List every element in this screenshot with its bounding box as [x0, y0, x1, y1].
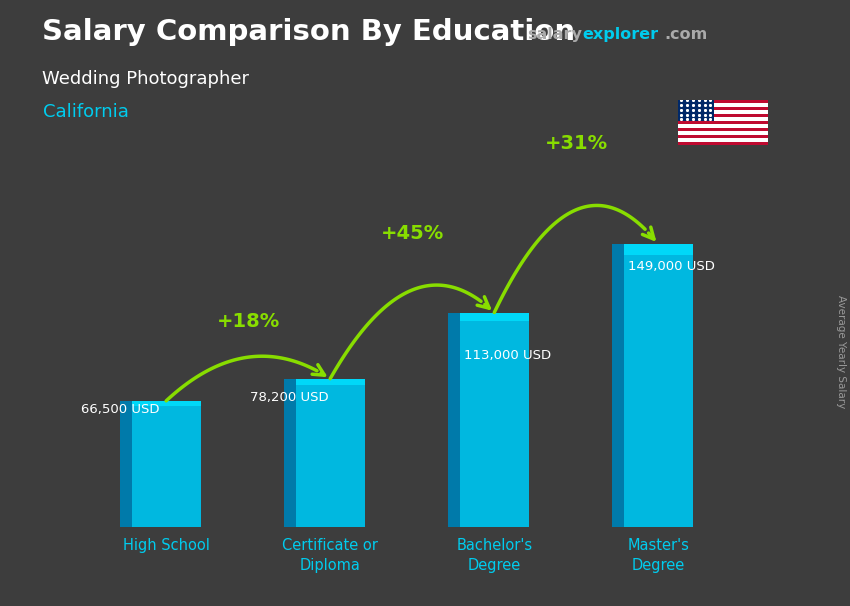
Bar [678, 118, 768, 121]
Bar [678, 114, 768, 118]
Text: Average Yearly Salary: Average Yearly Salary [836, 295, 846, 408]
Bar [678, 138, 768, 142]
Bar [624, 244, 693, 527]
Text: 113,000 USD: 113,000 USD [464, 349, 551, 362]
Bar [678, 104, 768, 107]
Bar [132, 401, 201, 406]
Text: 66,500 USD: 66,500 USD [81, 403, 160, 416]
Text: 78,200 USD: 78,200 USD [250, 391, 328, 404]
Bar [678, 110, 768, 114]
Text: Salary Comparison By Education: Salary Comparison By Education [42, 18, 575, 46]
Polygon shape [284, 379, 296, 527]
Bar [678, 121, 768, 124]
Polygon shape [448, 313, 460, 527]
Bar [678, 107, 768, 110]
Bar [678, 100, 714, 121]
Bar [678, 124, 768, 128]
Text: salary: salary [527, 27, 582, 42]
Bar [678, 100, 768, 104]
Text: +45%: +45% [381, 224, 444, 244]
Bar [460, 313, 529, 527]
Bar [678, 132, 768, 135]
Bar [296, 379, 365, 527]
Bar [678, 128, 768, 132]
Bar [624, 244, 693, 256]
Text: Wedding Photographer: Wedding Photographer [42, 70, 250, 88]
Bar [132, 401, 201, 527]
Bar [678, 142, 768, 145]
Text: +31%: +31% [545, 134, 608, 153]
Text: California: California [42, 103, 128, 121]
Bar [678, 135, 768, 138]
Text: +18%: +18% [217, 312, 280, 331]
Text: explorer: explorer [582, 27, 659, 42]
Polygon shape [612, 244, 624, 527]
Text: 149,000 USD: 149,000 USD [628, 261, 715, 273]
Bar [296, 379, 365, 385]
Text: .com: .com [665, 27, 708, 42]
Bar [460, 313, 529, 321]
Polygon shape [120, 401, 132, 527]
